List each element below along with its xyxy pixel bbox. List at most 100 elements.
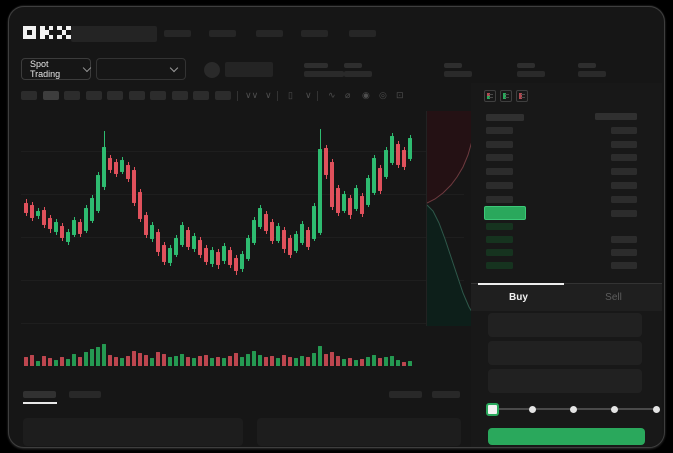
ask-row-price[interactable] bbox=[486, 196, 513, 203]
orderbook-all-icon[interactable] bbox=[484, 90, 496, 102]
candle bbox=[114, 162, 118, 174]
bottom-action-placeholder-0[interactable] bbox=[389, 391, 422, 398]
timeframe-placeholder-8[interactable] bbox=[193, 91, 209, 100]
candle bbox=[294, 234, 298, 251]
ask-row-price[interactable] bbox=[486, 168, 513, 175]
settings-icon[interactable]: ◎ bbox=[379, 90, 387, 100]
order-input-field-2[interactable] bbox=[488, 369, 642, 393]
timeframe-placeholder-1[interactable] bbox=[42, 91, 59, 100]
timeframe-placeholder-7[interactable] bbox=[171, 91, 188, 100]
ask-row-price[interactable] bbox=[486, 182, 513, 189]
slider-stop-3[interactable] bbox=[611, 406, 619, 413]
fullscreen-icon[interactable]: ⊡ bbox=[396, 90, 404, 100]
nav-item-placeholder-0[interactable] bbox=[164, 30, 191, 37]
ask-row-amount[interactable] bbox=[611, 196, 637, 203]
timeframe-placeholder-2[interactable] bbox=[64, 91, 80, 100]
candle bbox=[192, 236, 196, 249]
ask-row-amount[interactable] bbox=[611, 168, 637, 175]
logo-letter-X bbox=[57, 26, 71, 40]
volume-bar bbox=[282, 355, 286, 366]
coin-avatar bbox=[204, 62, 220, 78]
camera-icon[interactable]: ◉ bbox=[362, 90, 370, 100]
bid-row-amount[interactable] bbox=[611, 262, 637, 269]
timeframe-placeholder-3[interactable] bbox=[85, 91, 102, 100]
volume-bar bbox=[396, 360, 400, 366]
volume-bar bbox=[348, 358, 352, 366]
candle-type-icon[interactable]: ▯ bbox=[288, 90, 293, 100]
bid-row-price[interactable] bbox=[486, 249, 513, 256]
nav-item-placeholder-3[interactable] bbox=[301, 30, 328, 37]
timeframe-placeholder-6[interactable] bbox=[150, 91, 166, 100]
candle bbox=[186, 230, 190, 247]
candle bbox=[72, 220, 76, 235]
line-wave-icon[interactable]: ∿ bbox=[328, 90, 336, 100]
ask-row-amount[interactable] bbox=[611, 182, 637, 189]
indicator-zigzag-icon[interactable]: ∨∨ bbox=[245, 90, 259, 100]
nav-item-placeholder-1[interactable] bbox=[209, 30, 236, 37]
volume-bar bbox=[270, 356, 274, 366]
volume-bar bbox=[180, 354, 184, 366]
last-price-badge[interactable] bbox=[484, 206, 526, 220]
timeframe-placeholder-5[interactable] bbox=[128, 91, 145, 100]
timeframe-placeholder-9[interactable] bbox=[214, 91, 231, 100]
chevron-down-icon[interactable]: ∨ bbox=[305, 90, 312, 100]
volume-bar bbox=[300, 356, 304, 366]
tab-sell[interactable]: Sell bbox=[566, 284, 661, 311]
nav-item-placeholder-4[interactable] bbox=[349, 30, 376, 37]
buy-submit-button[interactable] bbox=[488, 428, 645, 445]
candle bbox=[120, 160, 124, 172]
candle bbox=[378, 168, 382, 191]
candle bbox=[390, 136, 394, 163]
timeframe-placeholder-0[interactable] bbox=[21, 91, 37, 100]
candle bbox=[306, 230, 310, 247]
ask-row-price[interactable] bbox=[486, 154, 513, 161]
spot-trading-label: Spot Trading bbox=[30, 59, 61, 79]
tab-buy[interactable]: Buy bbox=[471, 284, 566, 311]
bottom-tab-1[interactable] bbox=[69, 391, 101, 398]
orderbook-header-price bbox=[486, 114, 524, 121]
depth-chart[interactable] bbox=[426, 111, 480, 326]
slider-stop-4[interactable] bbox=[652, 406, 660, 413]
volume-bar bbox=[252, 351, 256, 366]
slider-handle[interactable] bbox=[485, 403, 499, 416]
bottom-action-placeholder-1[interactable] bbox=[432, 391, 460, 398]
slider-stop-2[interactable] bbox=[570, 406, 577, 413]
volume-bar bbox=[318, 346, 322, 366]
pair-selector-dropdown[interactable] bbox=[96, 58, 186, 80]
candlestick-chart[interactable] bbox=[9, 103, 465, 373]
row-mark bbox=[505, 96, 509, 98]
toolbar-separator bbox=[277, 91, 278, 101]
ask-row-price[interactable] bbox=[486, 141, 513, 148]
bid-row-amount[interactable] bbox=[611, 236, 637, 243]
row-mark bbox=[489, 96, 493, 98]
bid-row-price[interactable] bbox=[486, 262, 513, 269]
volume-bar bbox=[306, 357, 310, 366]
volume-bar bbox=[156, 352, 160, 366]
bid-row-amount[interactable] bbox=[611, 249, 637, 256]
bid-row-price[interactable] bbox=[486, 223, 513, 230]
bottom-tab-0[interactable] bbox=[23, 391, 56, 398]
timeframe-placeholder-4[interactable] bbox=[107, 91, 123, 100]
okx-logo[interactable] bbox=[23, 26, 71, 40]
ask-row-amount[interactable] bbox=[611, 141, 637, 148]
ask-row-amount[interactable] bbox=[611, 127, 637, 134]
bid-row-price[interactable] bbox=[486, 236, 513, 243]
chevron-down-icon[interactable]: ∨ bbox=[265, 90, 272, 100]
ask-row-amount[interactable] bbox=[611, 154, 637, 161]
orderbook-asks-icon[interactable] bbox=[516, 90, 528, 102]
orderbook-bids-icon[interactable] bbox=[500, 90, 512, 102]
ask-row-price[interactable] bbox=[486, 127, 513, 134]
candle bbox=[36, 211, 40, 216]
nav-item-placeholder-2[interactable] bbox=[256, 30, 283, 37]
tag-icon[interactable]: ⌀ bbox=[345, 90, 351, 100]
volume-bar bbox=[288, 357, 292, 366]
candle bbox=[228, 250, 232, 265]
ask-row-amount[interactable] bbox=[611, 210, 637, 217]
candle bbox=[222, 246, 226, 261]
order-input-field-0[interactable] bbox=[488, 313, 642, 337]
spot-trading-dropdown[interactable]: Spot Trading bbox=[21, 58, 92, 80]
order-input-field-1[interactable] bbox=[488, 341, 642, 365]
slider-stop-1[interactable] bbox=[528, 406, 536, 413]
candle bbox=[330, 162, 334, 207]
volume-bar bbox=[384, 357, 388, 366]
